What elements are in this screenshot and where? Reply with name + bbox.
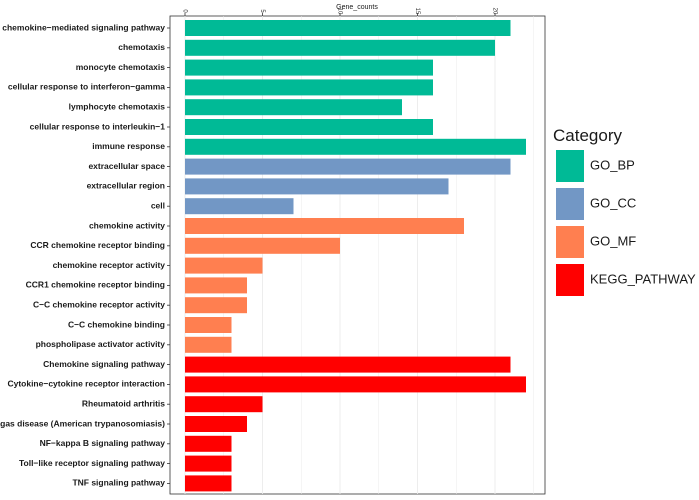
category-label: chemokine activity bbox=[89, 220, 165, 230]
category-label: cellular response to interferon−gamma bbox=[8, 82, 165, 92]
legend-label: GO_MF bbox=[590, 233, 636, 248]
bar bbox=[185, 20, 511, 36]
category-label: cellular response to interleukin−1 bbox=[30, 121, 166, 131]
category-label: C−C chemokine binding bbox=[68, 319, 165, 329]
bar bbox=[185, 416, 247, 432]
bar bbox=[185, 99, 402, 116]
category-label: Toll−like receptor signaling pathway bbox=[19, 458, 165, 468]
x-tick-label: 5 bbox=[259, 9, 265, 13]
category-label: Chagas disease (American trypanosomiasis… bbox=[0, 418, 165, 428]
bar bbox=[185, 317, 232, 333]
bar bbox=[185, 178, 449, 195]
x-tick-label: 20 bbox=[491, 8, 497, 15]
x-axis-ticks: 0 5 10 15 20 bbox=[181, 8, 497, 16]
category-label: C−C chemokine receptor activity bbox=[33, 299, 165, 309]
bar bbox=[185, 119, 433, 135]
bar bbox=[185, 218, 464, 234]
category-label: Chemokine signaling pathway bbox=[43, 359, 165, 369]
category-label: immune response bbox=[92, 141, 165, 151]
bar bbox=[185, 79, 433, 96]
x-tick-label: 10 bbox=[336, 8, 342, 15]
bars bbox=[185, 20, 526, 492]
legend-label: GO_BP bbox=[590, 157, 635, 172]
legend-label: KEGG_PATHWAY bbox=[590, 271, 696, 286]
category-label: chemotaxis bbox=[118, 42, 165, 52]
legend-key bbox=[556, 226, 584, 258]
category-label: NF−kappa B signaling pathway bbox=[40, 438, 166, 448]
category-labels: chemokine−mediated signaling pathway chem… bbox=[0, 22, 170, 488]
x-tick-label: 0 bbox=[181, 9, 187, 13]
legend-key bbox=[556, 264, 584, 296]
category-label: Cytokine−cytokine receptor interaction bbox=[7, 379, 165, 389]
bar bbox=[185, 396, 263, 413]
category-label: extracellular region bbox=[87, 181, 165, 191]
x-axis-title: Gene_counts bbox=[336, 4, 378, 11]
category-label: CCR chemokine receptor binding bbox=[30, 240, 165, 250]
legend-entries: GO_BP GO_CC GO_MF KEGG_PATHWAY bbox=[556, 150, 696, 296]
bar bbox=[185, 198, 294, 215]
category-label: chemokine receptor activity bbox=[53, 260, 166, 270]
bar bbox=[185, 455, 232, 472]
legend: Category GO_BP GO_CC GO_MF KEGG_PATHWAY bbox=[553, 126, 696, 296]
legend-key bbox=[556, 188, 584, 220]
grid-lines bbox=[184, 16, 534, 494]
category-label: CCR1 chemokine receptor binding bbox=[26, 280, 165, 290]
x-tick-label: 15 bbox=[414, 8, 420, 15]
bar bbox=[185, 356, 511, 373]
plot-panel-background bbox=[169, 15, 546, 495]
bar bbox=[185, 435, 232, 452]
category-label: lymphocyte chemotaxis bbox=[69, 101, 166, 111]
category-label: chemokine−mediated signaling pathway bbox=[2, 22, 165, 32]
legend-title: Category bbox=[553, 126, 622, 145]
category-label: Rheumatoid arthritis bbox=[82, 398, 165, 408]
bar bbox=[185, 39, 495, 56]
category-label: monocyte chemotaxis bbox=[76, 62, 166, 72]
category-label: TNF signaling pathway bbox=[72, 478, 165, 488]
category-label: extracellular space bbox=[88, 161, 165, 171]
bar bbox=[185, 158, 511, 175]
category-label: cell bbox=[151, 200, 165, 210]
bar bbox=[185, 277, 247, 294]
legend-label: GO_CC bbox=[590, 195, 636, 210]
bar bbox=[185, 297, 247, 314]
bar bbox=[185, 257, 263, 274]
bar bbox=[185, 59, 433, 76]
bar bbox=[185, 336, 232, 353]
category-label: phospholipase activator activity bbox=[36, 339, 166, 349]
bar bbox=[185, 376, 526, 393]
bar bbox=[185, 138, 526, 155]
bar bbox=[185, 237, 340, 254]
bar bbox=[185, 475, 232, 492]
legend-key bbox=[556, 150, 584, 182]
